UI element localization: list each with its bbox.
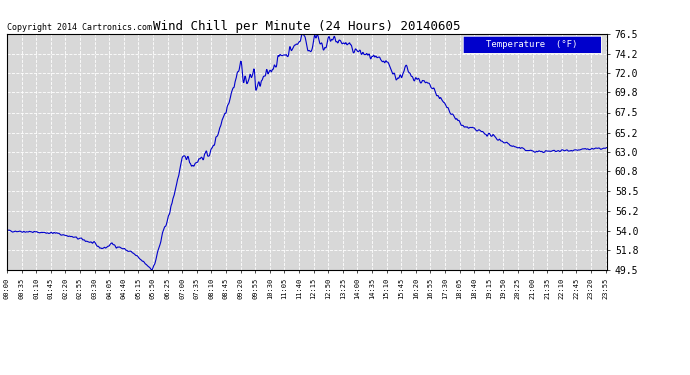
Title: Wind Chill per Minute (24 Hours) 20140605: Wind Chill per Minute (24 Hours) 2014060… xyxy=(153,20,461,33)
Text: Copyright 2014 Cartronics.com: Copyright 2014 Cartronics.com xyxy=(7,23,152,32)
